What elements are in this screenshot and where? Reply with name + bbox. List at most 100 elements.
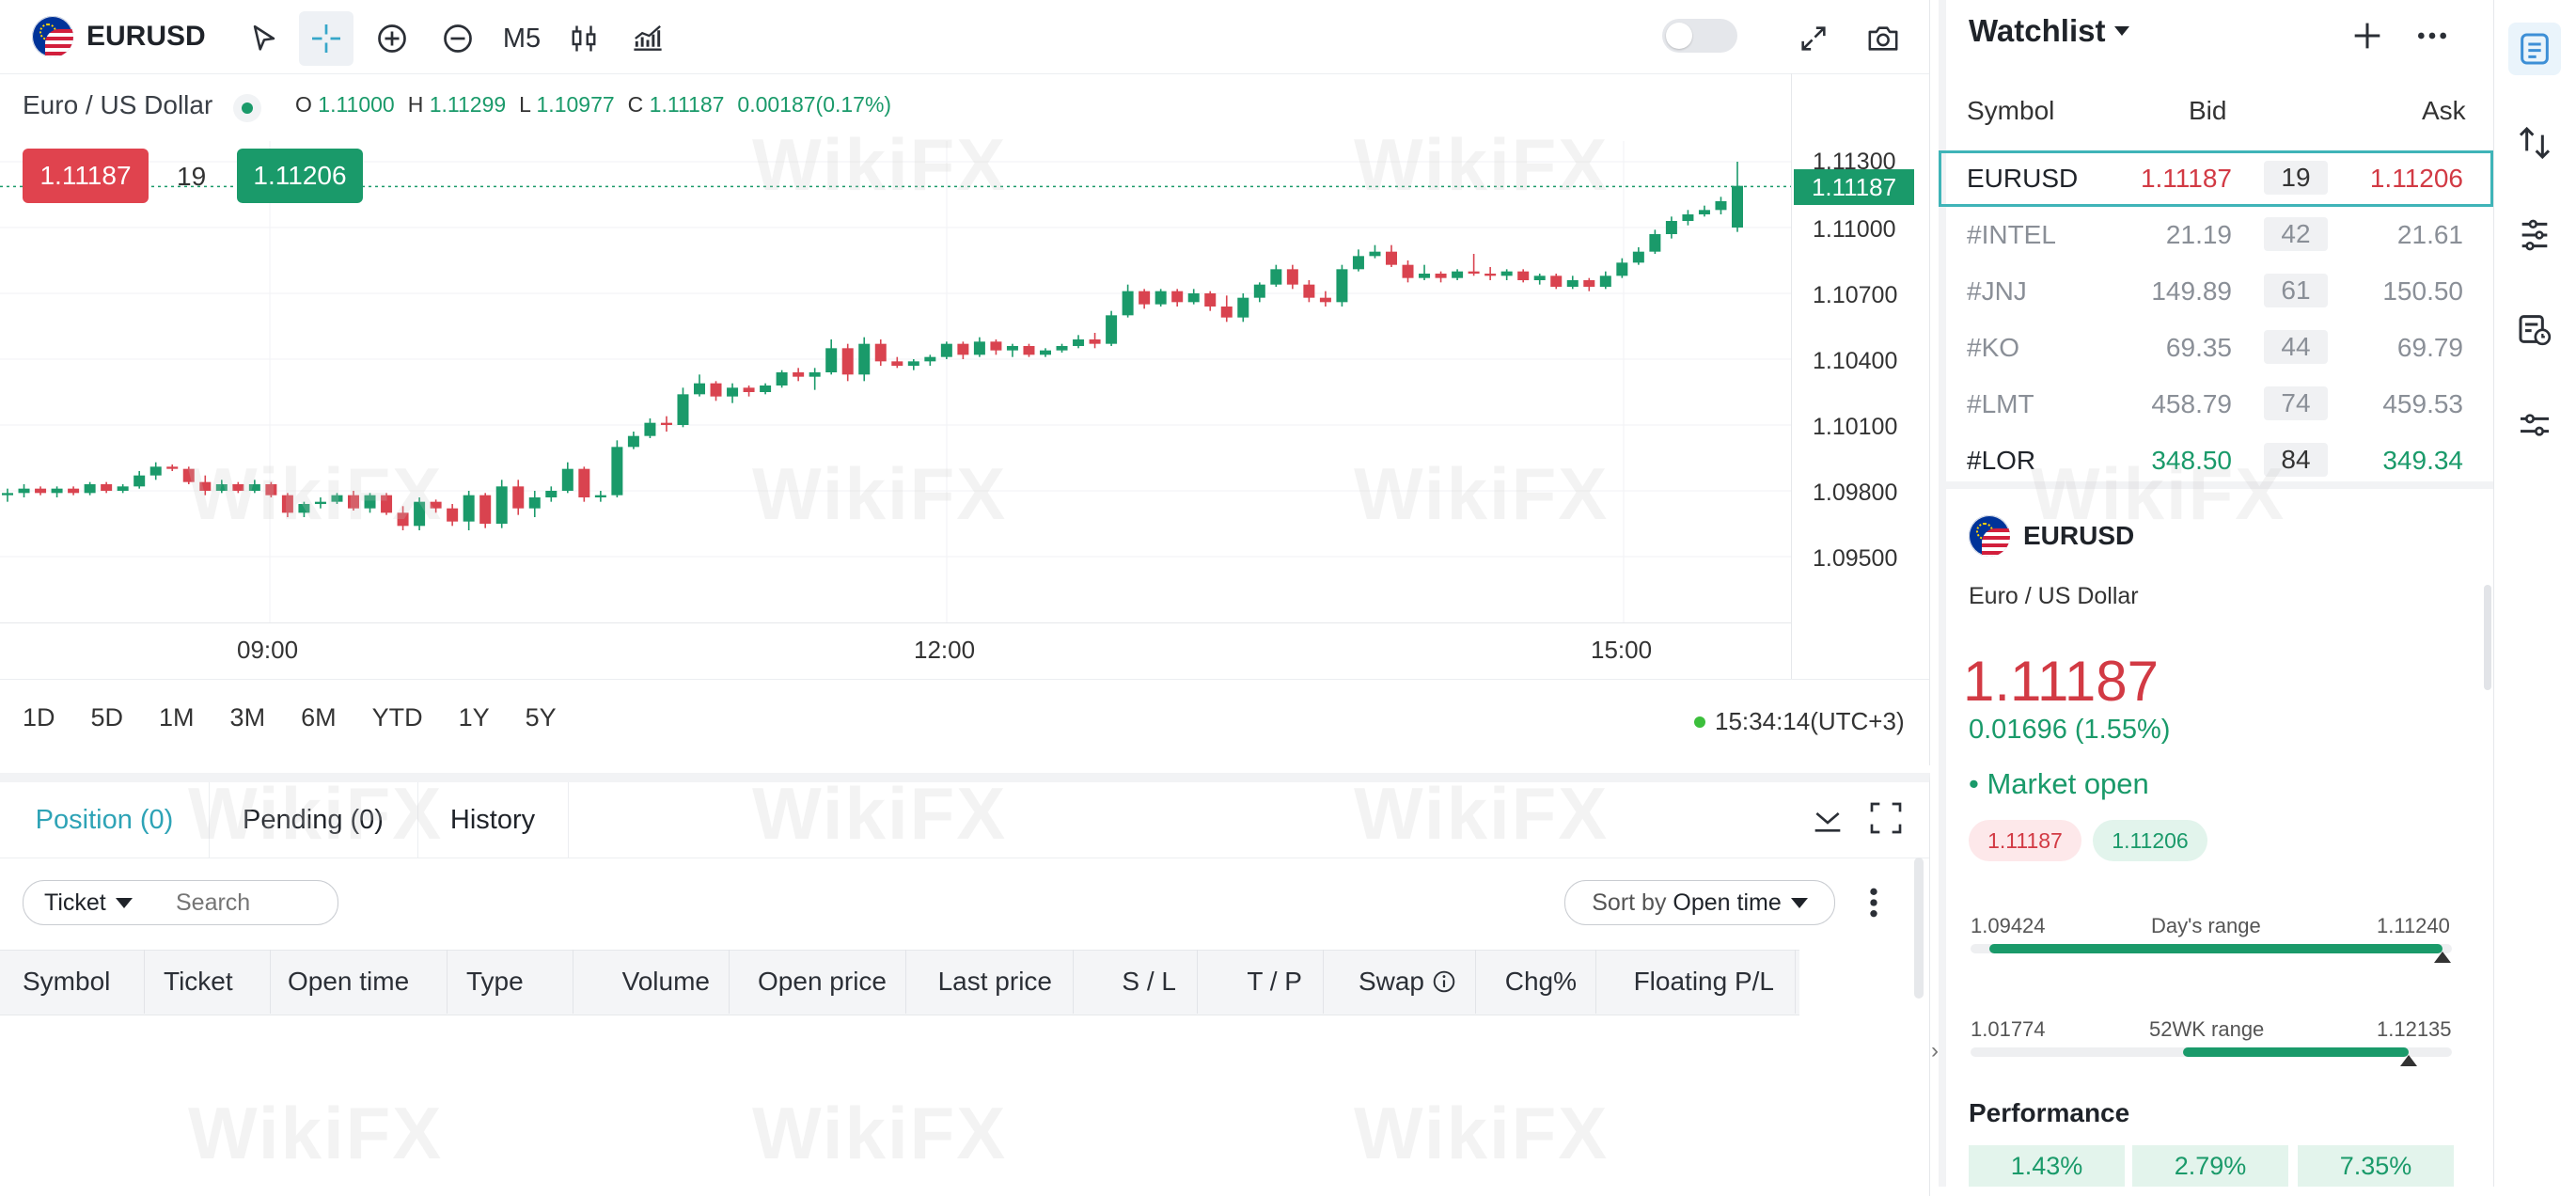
col-swap[interactable]: Swap [1324, 950, 1476, 1014]
watchlist-row[interactable]: #JNJ 149.89 61 150.50 [1939, 263, 2493, 320]
watchlist-title[interactable]: Watchlist [1969, 13, 2130, 49]
zoom-in-icon[interactable] [365, 11, 419, 66]
col-ticket[interactable]: Ticket [145, 950, 271, 1014]
candle-body [134, 475, 146, 487]
watchlist-row[interactable]: #INTEL 21.19 42 21.61 [1939, 207, 2493, 263]
hierarchy-icon[interactable] [2508, 209, 2561, 261]
table-scrollbar[interactable] [1914, 858, 1924, 999]
detail-bid-pill[interactable]: 1.11187 [1969, 820, 2081, 861]
candles-icon[interactable] [557, 11, 611, 66]
settings-sliders-icon[interactable] [2508, 399, 2561, 451]
candle [841, 343, 854, 382]
more-horizontal-icon[interactable] [2412, 17, 2452, 56]
col-tp[interactable]: T / P [1198, 950, 1324, 1014]
col-open-price[interactable]: Open price [730, 950, 906, 1014]
panel-divider[interactable] [1939, 481, 2493, 489]
buy-price-button[interactable]: 1.11206 [237, 149, 363, 203]
col-last-price[interactable]: Last price [906, 950, 1074, 1014]
candle-body [18, 488, 30, 494]
day-range-fill [1989, 944, 2442, 953]
candle [924, 354, 936, 366]
camera-icon[interactable] [1856, 11, 1910, 66]
tab-history[interactable]: History [417, 782, 569, 858]
crosshair-icon[interactable] [299, 11, 353, 66]
watchlist-row[interactable]: #KO 69.35 44 69.79 [1939, 320, 2493, 376]
detail-scrollbar[interactable] [2484, 585, 2491, 690]
candle [743, 386, 755, 397]
sell-price-button[interactable]: 1.11187 [23, 149, 149, 203]
tab-pending[interactable]: Pending (0) [209, 782, 418, 858]
candle-body [1106, 315, 1118, 344]
row-spread: 61 [2264, 274, 2328, 307]
day-range-bar [1971, 944, 2452, 963]
col-floating-pl[interactable]: Floating P/L [1596, 950, 1796, 1014]
mode-toggle[interactable] [1662, 19, 1737, 53]
candle [809, 368, 821, 390]
candle [314, 497, 326, 509]
range-1m[interactable]: 1M [159, 703, 195, 732]
symbol-selector[interactable]: EURUSD [32, 13, 206, 60]
candle-body [727, 387, 739, 397]
expand-icon[interactable] [1867, 799, 1908, 841]
candle [2, 488, 13, 502]
candle [1352, 249, 1364, 272]
fullscreen-icon[interactable] [1786, 11, 1841, 66]
candle-body [611, 447, 623, 496]
candle [1319, 291, 1331, 307]
calendar-clock-icon[interactable] [2508, 303, 2561, 355]
range-5y[interactable]: 5Y [525, 703, 557, 732]
candle [957, 341, 969, 359]
range-1d[interactable]: 1D [23, 703, 55, 732]
collapse-arrow-icon[interactable]: › [1931, 1038, 1939, 1063]
watchlist-row[interactable]: #LOR 348.50 84 349.34 [1939, 433, 2493, 489]
candle [1452, 269, 1464, 280]
range-3m[interactable]: 3M [229, 703, 266, 732]
col-type[interactable]: Type [448, 950, 573, 1014]
watchlist-row[interactable]: #LMT 458.79 74 459.53 [1939, 376, 2493, 433]
detail-ask-pill[interactable]: 1.11206 [2093, 820, 2207, 861]
col-chg[interactable]: Chg% [1476, 950, 1596, 1014]
row-bid: 458.79 [2151, 389, 2232, 418]
candle-body [957, 343, 969, 355]
range-6m[interactable]: 6M [301, 703, 337, 732]
watchlist-icon[interactable] [2508, 23, 2561, 75]
row-bid: 21.19 [2165, 220, 2232, 249]
candle [331, 493, 343, 504]
range-1y[interactable]: 1Y [458, 703, 490, 732]
col-sl[interactable]: S / L [1074, 950, 1198, 1014]
timeframe-button[interactable]: M5 [502, 23, 542, 54]
tab-position[interactable]: Position (0) [0, 782, 210, 858]
range-ytd[interactable]: YTD [371, 703, 423, 732]
candle-body [265, 484, 277, 496]
col-open-time[interactable]: Open time [271, 950, 448, 1014]
sort-label: Sort by Open time [1592, 889, 1782, 917]
candle [265, 481, 277, 497]
col-volume[interactable]: Volume [573, 950, 730, 1014]
candle [990, 339, 1002, 355]
ticket-select[interactable]: Ticket [24, 889, 148, 917]
cursor-icon[interactable] [237, 11, 291, 66]
search-input[interactable] [148, 888, 338, 918]
watchlist-row[interactable]: EURUSD 1.11187 19 1.11206 [1939, 150, 2493, 207]
indicators-icon[interactable] [620, 11, 675, 66]
add-icon[interactable] [2348, 17, 2388, 56]
sort-select[interactable]: Sort by Open time [1564, 880, 1835, 925]
candle-body [627, 435, 639, 448]
col-symbol[interactable]: Symbol [0, 950, 145, 1014]
time-axis [0, 622, 1791, 680]
range-5d[interactable]: 5D [90, 703, 124, 732]
trade-icon[interactable] [2508, 117, 2561, 169]
row-symbol: #KO [1967, 333, 2020, 362]
info-icon[interactable] [1432, 969, 1456, 994]
time-tick: 12:00 [914, 636, 976, 664]
candle [545, 486, 558, 502]
more-vertical-icon[interactable] [1860, 884, 1888, 921]
zoom-out-icon[interactable] [431, 11, 485, 66]
candle-body [512, 486, 525, 509]
candlestick-chart[interactable] [0, 141, 1791, 622]
minimize-icon[interactable] [1809, 799, 1850, 841]
col-symbol-header: Symbol [1967, 96, 2055, 125]
candle [397, 506, 409, 530]
candle-body [1073, 339, 1085, 346]
day-high: 1.11240 [2377, 914, 2450, 937]
